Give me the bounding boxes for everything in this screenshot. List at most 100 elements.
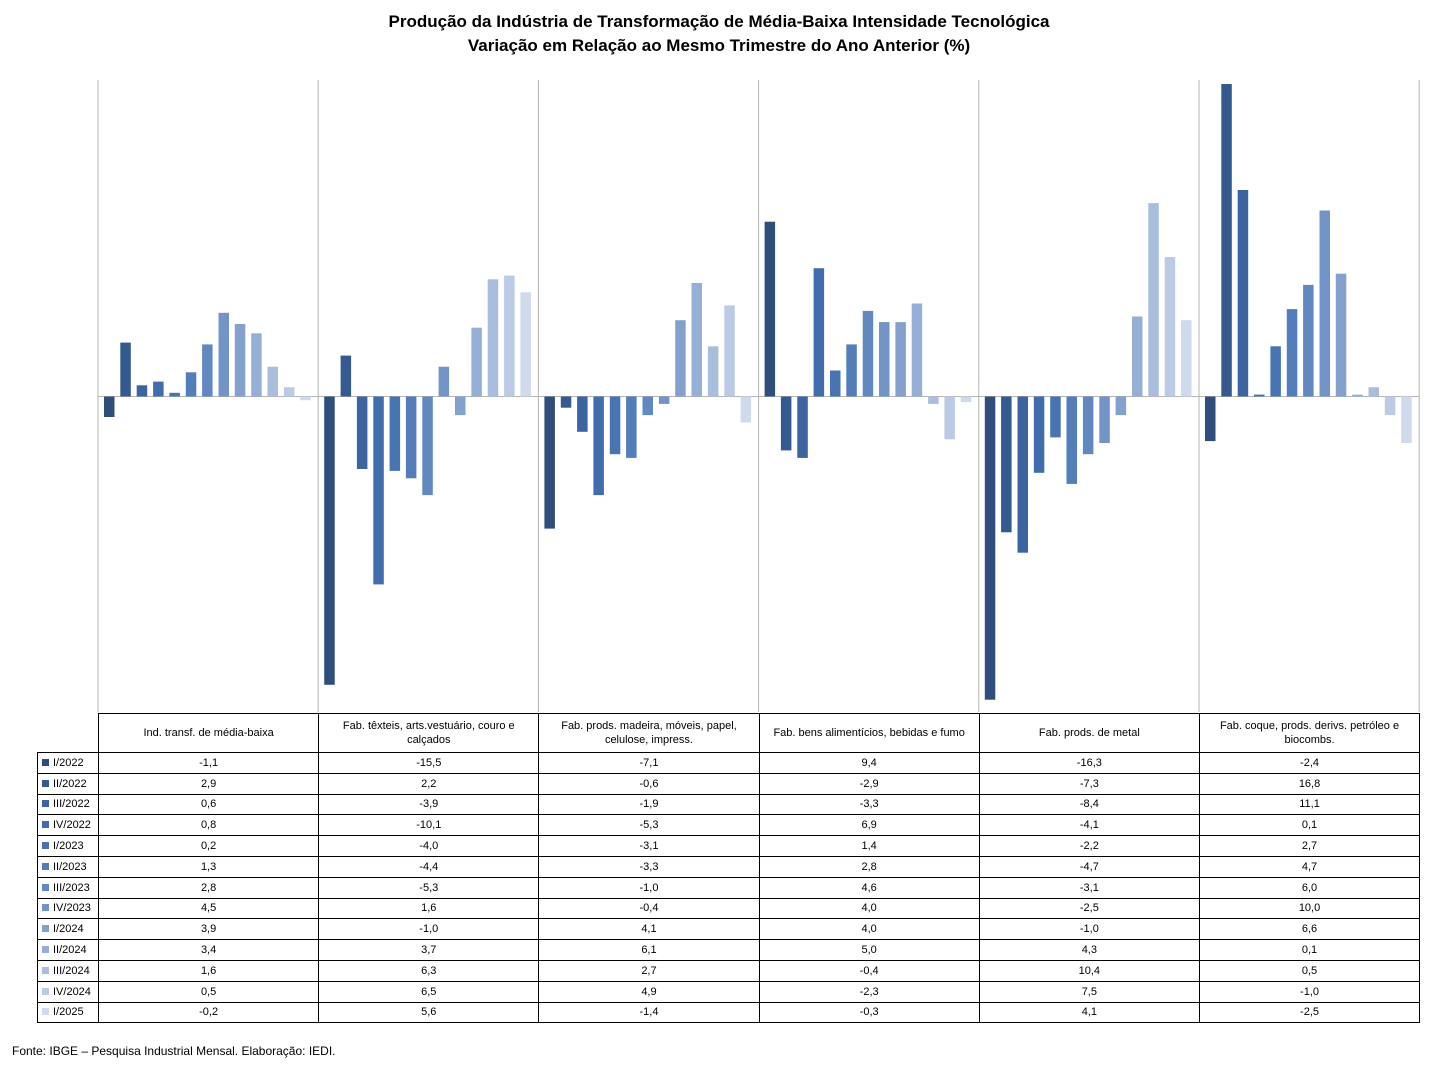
bar — [356, 396, 368, 469]
table-cell: 6,3 — [318, 959, 540, 982]
bar — [1066, 396, 1077, 484]
source-note: Fonte: IBGE – Pesquisa Industrial Mensal… — [12, 1044, 336, 1058]
table-cell: 4,0 — [758, 918, 980, 941]
bar — [1181, 320, 1192, 397]
table-cell: 0,1 — [1198, 814, 1421, 837]
table-cell: 16,8 — [1198, 772, 1421, 795]
data-table: Ind. transf. de média-baixa Fab. têxteis,… — [37, 713, 1421, 1024]
bar — [185, 372, 197, 397]
bar — [642, 396, 653, 416]
legend-swatch — [42, 883, 49, 891]
table-column-header: Fab. têxteis, arts.vestuário, couro e ca… — [318, 713, 540, 753]
table-cell: -1,9 — [538, 793, 760, 816]
bar — [911, 303, 923, 397]
legend-entry: II/2023 — [37, 855, 99, 878]
legend-label: III/2024 — [53, 964, 90, 977]
bar — [944, 396, 955, 440]
bar — [658, 396, 670, 404]
bar — [136, 385, 148, 397]
bar — [1033, 396, 1045, 473]
table-cell: 3,9 — [97, 918, 320, 941]
table-cell: -0,4 — [758, 959, 980, 982]
bar — [879, 322, 890, 397]
bar — [1132, 316, 1143, 397]
legend-label: II/2024 — [53, 944, 87, 957]
table-cell: 2,9 — [97, 772, 320, 795]
legend-entry: IV/2023 — [37, 897, 99, 920]
table-column-header: Fab. bens alimentícios, bebidas e fumo — [758, 713, 980, 753]
table-cell: 1,6 — [97, 959, 320, 982]
table-column-header: Ind. transf. de média-baixa — [97, 713, 320, 753]
table-row: I/2023 0,2 -4,0 -3,1 1,4 -2,2 2,7 — [37, 835, 1421, 857]
legend-swatch — [42, 800, 49, 808]
bar — [560, 396, 572, 408]
bar — [251, 333, 262, 397]
bar — [1303, 284, 1314, 397]
table-cell: -3,9 — [318, 793, 540, 816]
table-cell: 3,7 — [318, 939, 540, 961]
bar — [813, 268, 825, 397]
table-cell: -10,1 — [318, 814, 540, 837]
legend-entry: I/2022 — [37, 752, 99, 774]
bar — [593, 396, 604, 496]
bar — [202, 344, 213, 397]
table-cell: -1,0 — [318, 918, 540, 941]
table-row: I/2024 3,9 -1,0 4,1 4,0 -1,0 6,6 — [37, 918, 1421, 941]
bar — [1221, 84, 1232, 397]
table-cell: 6,5 — [318, 980, 540, 1003]
table-cell: 0,5 — [1198, 959, 1421, 982]
table-cell: 1,3 — [97, 855, 320, 878]
bar — [300, 396, 311, 401]
legend-label: I/2024 — [53, 923, 84, 936]
table-column-header: Fab. coque, prods. derivs. petróleo e bi… — [1198, 713, 1421, 753]
bar — [373, 396, 384, 585]
bar — [1082, 396, 1094, 455]
chart-title-line: Produção da Indústria de Transformação d… — [388, 12, 1050, 31]
legend-swatch — [42, 862, 49, 870]
table-cell: -3,3 — [538, 855, 760, 878]
table-cell: 4,6 — [758, 876, 980, 899]
legend-entry: I/2023 — [37, 835, 99, 857]
legend-swatch — [42, 946, 49, 954]
bar — [169, 392, 180, 397]
bar — [1254, 394, 1265, 397]
bar — [1352, 394, 1363, 397]
table-cell: -1,0 — [978, 918, 1200, 941]
bar — [1286, 309, 1298, 397]
table-cell: 6,1 — [538, 939, 760, 961]
bar — [267, 366, 278, 397]
legend-entry: I/2024 — [37, 918, 99, 941]
table-cell: 4,1 — [978, 1001, 1200, 1024]
bar — [234, 324, 246, 397]
bar — [691, 283, 702, 397]
bar — [1017, 396, 1028, 553]
bar — [846, 344, 857, 397]
legend-swatch — [42, 758, 49, 766]
table-row: III/2024 1,6 6,3 2,7 -0,4 10,4 0,5 — [37, 959, 1421, 982]
bar — [1050, 396, 1061, 438]
table-cell: 2,8 — [97, 876, 320, 899]
table-cell: -2,5 — [978, 897, 1200, 920]
table-cell: -2,9 — [758, 772, 980, 795]
table-cell: 6,9 — [758, 814, 980, 837]
bar — [520, 292, 531, 397]
table-cell: -0,4 — [538, 897, 760, 920]
table-cell: 4,0 — [758, 897, 980, 920]
bar — [504, 275, 515, 397]
legend-entry: III/2023 — [37, 876, 99, 899]
table-cell: 10,4 — [978, 959, 1200, 982]
table-cell: -7,3 — [978, 772, 1200, 795]
legend-swatch — [42, 842, 49, 850]
bar — [1148, 203, 1159, 397]
bar — [577, 396, 588, 432]
bar — [283, 387, 295, 397]
legend-swatch — [42, 925, 49, 933]
chart-subtitle-line: Variação em Relação ao Mesmo Trimestre d… — [467, 36, 971, 55]
legend-label: III/2022 — [53, 798, 90, 811]
table-cell: 0,2 — [97, 835, 320, 857]
table-row: IV/2024 0,5 6,5 4,9 -2,3 7,5 -1,0 — [37, 980, 1421, 1003]
bar — [626, 396, 637, 458]
table-cell: -5,3 — [538, 814, 760, 837]
table-cell: 2,7 — [1198, 835, 1421, 857]
bar — [405, 396, 417, 479]
